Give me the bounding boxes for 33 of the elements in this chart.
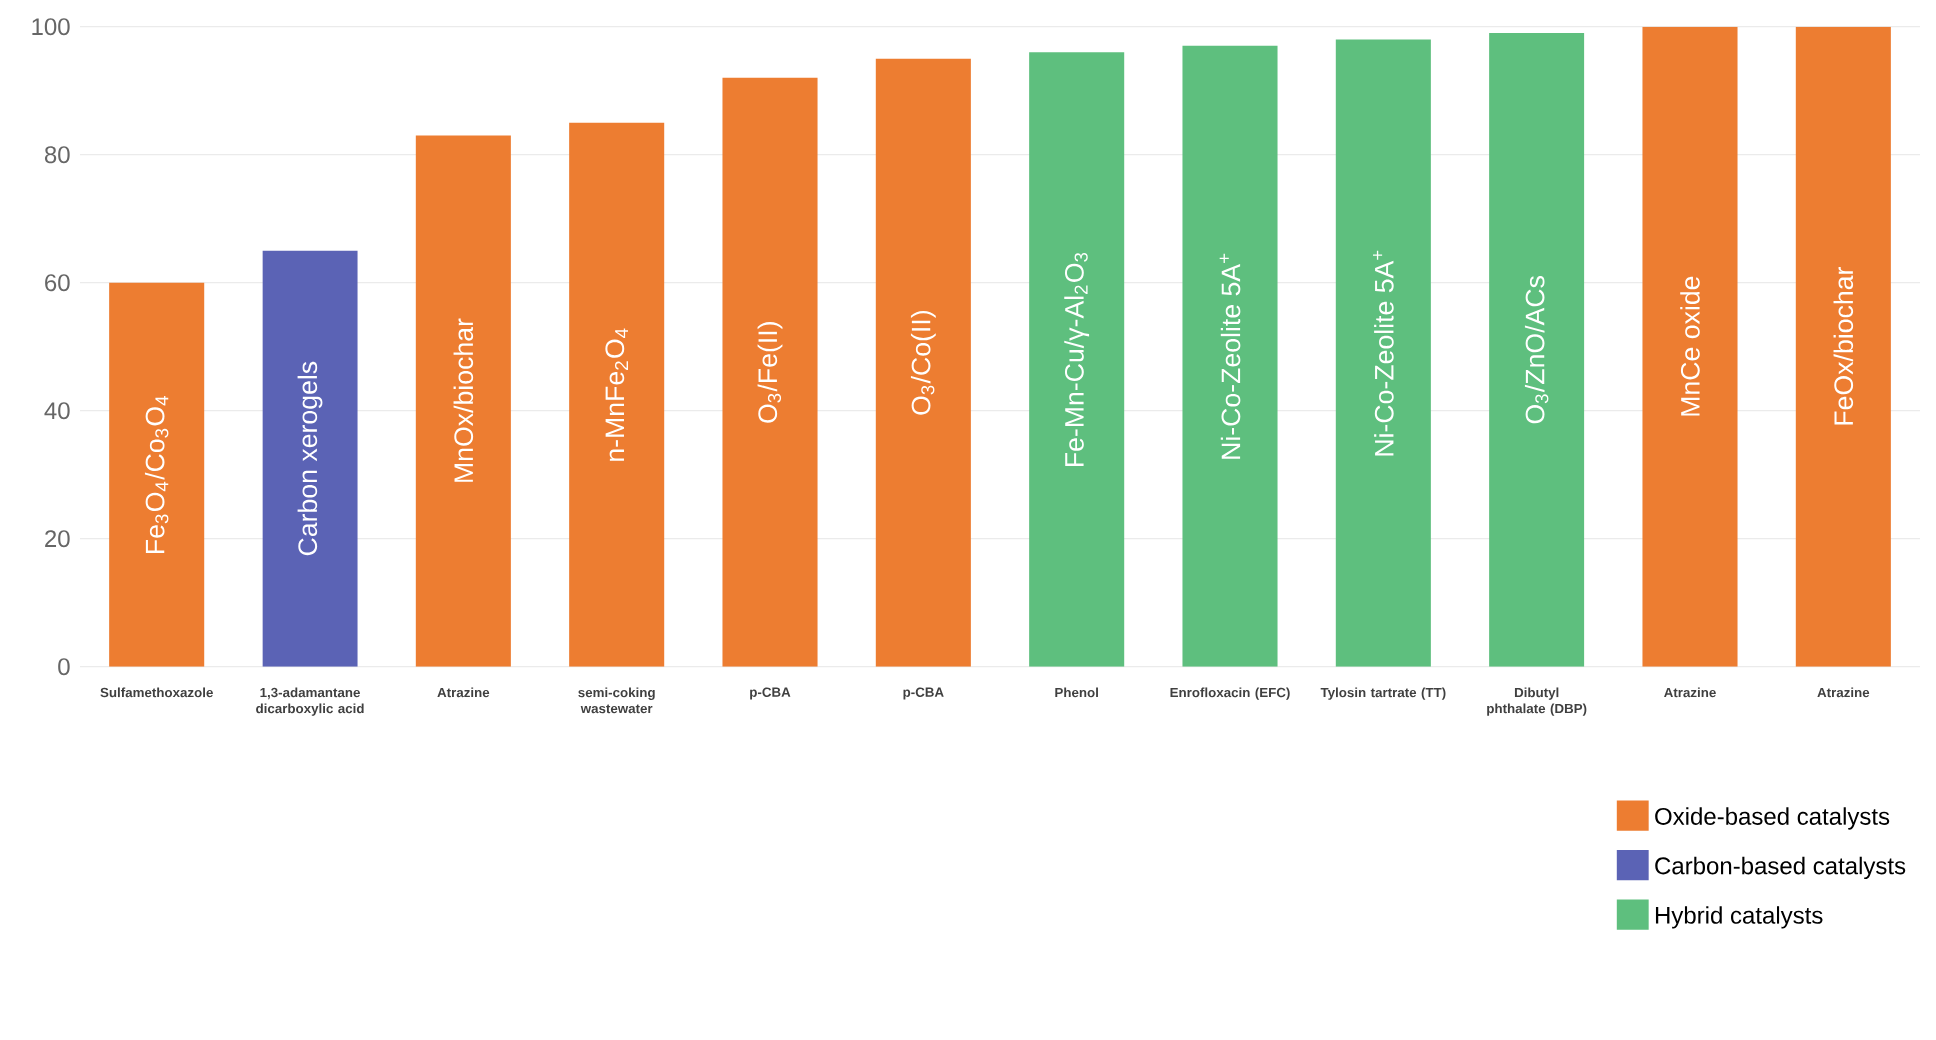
annotation: MnCe oxide — [1680, 276, 1700, 416]
legend-label: Carbon-based catalysts — [1655, 856, 1906, 880]
bar — [1182, 45, 1278, 667]
bar — [1489, 33, 1585, 667]
y-tick-label: 40 — [44, 402, 70, 420]
annotation: Fe$_{3}$O$_{4}$/Co$_{3}$O$_{4}$ — [144, 396, 169, 553]
bar — [722, 77, 818, 667]
bar — [1642, 26, 1738, 667]
annotation: Ni-Co-Zeolite 5A$^{+}$ — [1373, 250, 1394, 456]
bar — [875, 58, 971, 667]
legend-label: Hybrid catalysts — [1655, 906, 1823, 929]
y-tick-label: 100 — [32, 18, 70, 36]
annotation: O$_{3}$/Fe(II) — [757, 322, 783, 423]
annotation: O$_{3}$/Co(II) — [910, 311, 936, 415]
y-tick-label: 20 — [45, 530, 70, 548]
y-tick-label: 60 — [45, 274, 70, 292]
legend-label: Oxide-based catalysts — [1655, 807, 1890, 830]
bar — [415, 135, 511, 667]
bar — [1335, 39, 1431, 667]
annotation: O$_{3}$/ZnO/ACs — [1524, 276, 1549, 424]
y-tick-label: 80 — [44, 146, 70, 164]
annotation: Fe-Mn-Cu/γ-Al$_{2}$O$_{3}$ — [1064, 252, 1090, 467]
bar — [1795, 26, 1891, 667]
bar — [109, 282, 205, 667]
bar — [569, 122, 665, 667]
annotation: Ni-Co-Zeolite 5A$^{+}$ — [1219, 253, 1241, 459]
annotation: n-MnFe$_{2}$O$_{4}$ — [605, 328, 628, 461]
bar — [262, 250, 358, 667]
y-tick-label: 0 — [58, 658, 70, 676]
bar — [1029, 52, 1125, 667]
annotation: MnOx/biochar — [453, 318, 474, 482]
annotation: Carbon xerogels — [297, 361, 323, 556]
annotation: FeOx/biochar — [1833, 267, 1854, 425]
